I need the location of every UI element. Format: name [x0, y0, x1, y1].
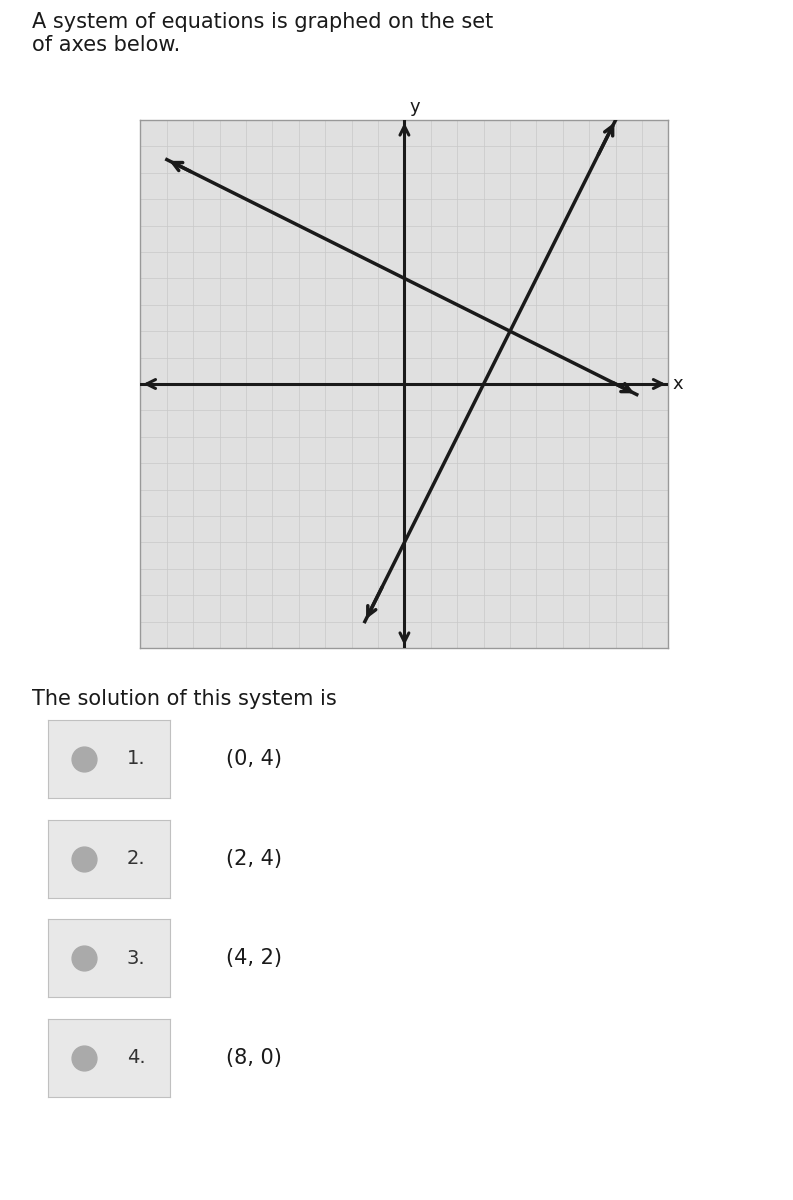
Text: (4, 2): (4, 2)	[226, 948, 282, 968]
Text: The solution of this system is: The solution of this system is	[32, 689, 336, 709]
Text: y: y	[410, 98, 420, 116]
Text: A system of equations is graphed on the set
of axes below.: A system of equations is graphed on the …	[32, 12, 493, 55]
Text: 3.: 3.	[127, 949, 145, 967]
Point	[78, 1049, 90, 1068]
Point	[78, 850, 90, 869]
Text: (0, 4): (0, 4)	[226, 749, 282, 769]
Text: (2, 4): (2, 4)	[226, 848, 282, 869]
Point	[78, 749, 90, 768]
Text: 4.: 4.	[127, 1049, 145, 1067]
Text: 1.: 1.	[127, 750, 145, 768]
Text: 2.: 2.	[127, 850, 145, 868]
Point	[78, 948, 90, 967]
Text: (8, 0): (8, 0)	[226, 1048, 282, 1068]
Text: x: x	[672, 374, 683, 392]
